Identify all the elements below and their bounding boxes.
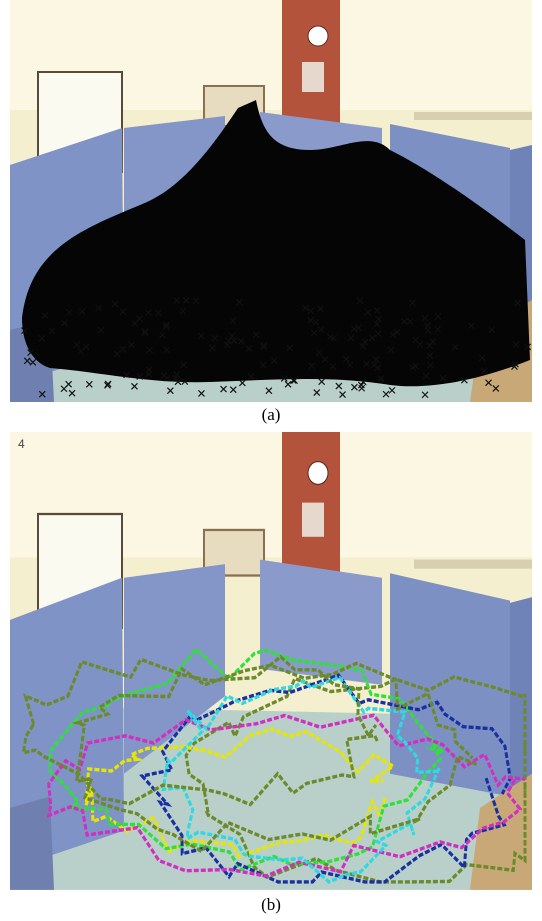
caption-b: (b) [261,895,281,914]
panel-a-image [10,0,532,402]
page: (a) 4 (b) (() => { const data = JSON.par… [0,0,542,921]
caption-a: (a) [262,405,281,424]
panel-b-image [10,432,532,890]
figure: (a) 4 (b) [0,0,542,921]
frame-label: 4 [18,437,25,451]
